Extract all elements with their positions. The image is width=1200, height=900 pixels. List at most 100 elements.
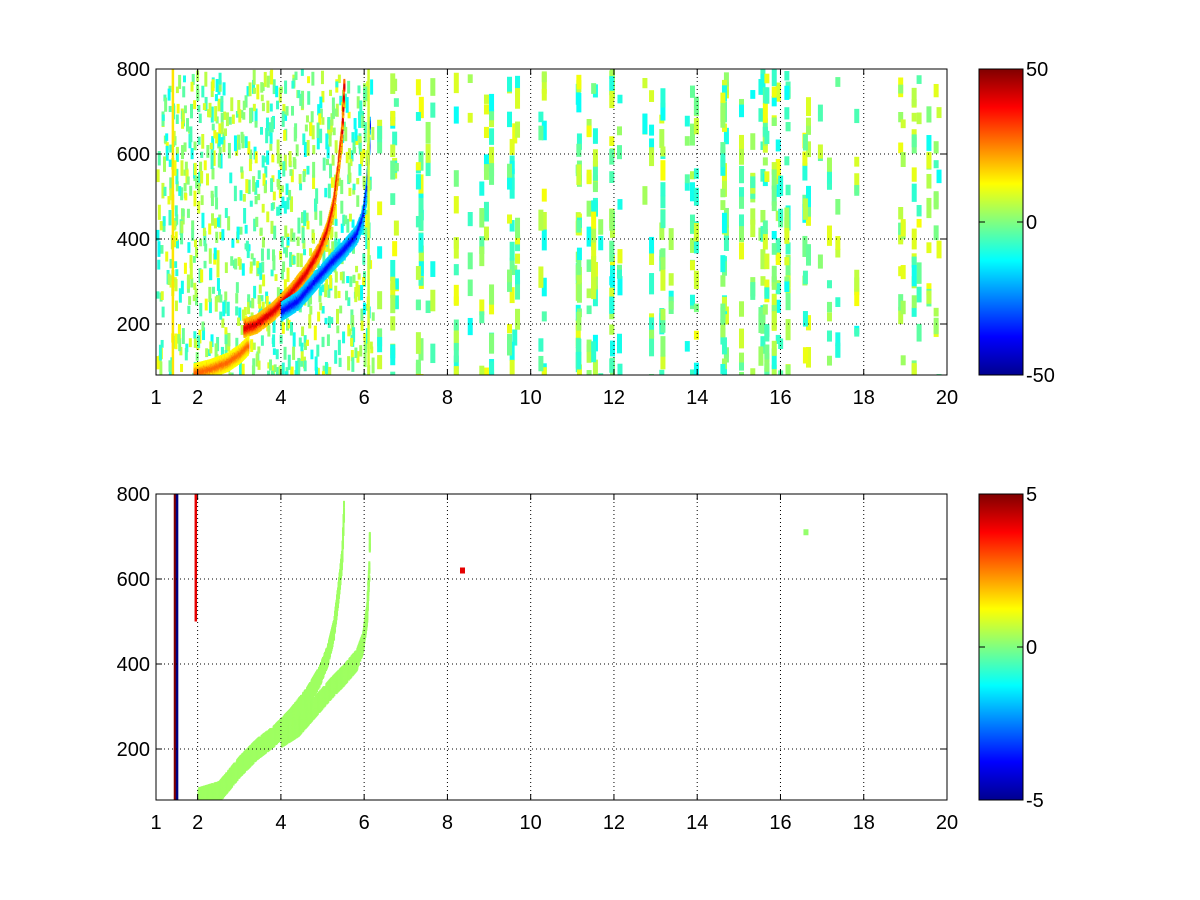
heatmap-cell xyxy=(275,349,279,360)
heatmap-cell xyxy=(199,238,203,247)
heatmap-cell xyxy=(330,226,334,237)
heatmap-cell xyxy=(349,158,353,167)
heatmap-cell xyxy=(347,297,351,306)
heatmap-cell xyxy=(216,295,220,303)
heatmap-cell xyxy=(660,315,666,333)
heatmap-cell xyxy=(415,373,421,375)
heatmap-cell xyxy=(390,259,396,282)
heatmap-cell xyxy=(326,144,330,159)
heatmap-cell xyxy=(262,173,266,186)
heatmap-cell xyxy=(936,169,942,184)
heatmap-cell xyxy=(189,263,193,280)
heatmap-cell xyxy=(335,190,338,195)
heatmap-cell xyxy=(187,242,191,253)
heatmap-cell xyxy=(720,275,726,287)
heatmap-cell xyxy=(916,262,922,284)
heatmap-cell xyxy=(659,222,665,240)
heatmap-cell xyxy=(609,240,615,262)
heatmap-cell xyxy=(172,130,176,142)
heatmap-cell xyxy=(771,293,777,312)
heatmap-cell xyxy=(346,218,350,233)
heatmap-cell xyxy=(339,153,342,158)
heatmap-cell xyxy=(911,295,917,309)
heatmap-cell xyxy=(219,231,223,240)
heatmap-cell xyxy=(282,261,286,272)
heatmap-cell xyxy=(586,305,592,315)
heatmap-cell xyxy=(764,324,770,342)
heatmap-cell xyxy=(197,136,201,145)
heatmap-cell xyxy=(805,141,811,158)
heatmap-cell xyxy=(316,344,320,357)
heatmap-cell xyxy=(245,179,249,194)
heatmap-cell xyxy=(206,144,210,158)
heatmap-cell xyxy=(541,71,547,83)
heatmap-cell xyxy=(286,318,290,331)
heatmap-cell xyxy=(642,78,648,89)
heatmap-cell xyxy=(296,252,300,267)
heatmap-cell xyxy=(760,73,766,95)
heatmap-cell xyxy=(370,346,374,354)
heatmap-cell xyxy=(165,251,169,262)
heatmap-cell xyxy=(319,286,323,296)
heatmap-cell xyxy=(362,253,366,265)
heatmap-cell xyxy=(693,330,699,340)
heatmap-cell xyxy=(334,108,338,117)
heatmap-cell xyxy=(369,260,373,269)
heatmap-cell xyxy=(649,124,655,136)
heatmap-cell xyxy=(453,284,459,305)
heatmap-cell xyxy=(425,144,431,163)
heatmap-cell xyxy=(175,114,179,124)
heatmap-cell xyxy=(224,330,228,345)
heatmap-cell xyxy=(762,157,768,166)
heatmap-cell xyxy=(211,213,215,226)
heatmap-cell xyxy=(302,171,306,183)
heatmap-cell xyxy=(739,220,745,242)
heatmap-cell xyxy=(167,88,171,101)
heatmap-cell xyxy=(802,347,808,364)
heatmap-cell xyxy=(739,301,745,317)
heatmap-cell xyxy=(515,121,521,138)
heatmap-cell xyxy=(515,280,521,300)
heatmap-cell xyxy=(933,191,939,210)
heatmap-cell xyxy=(223,128,227,136)
heatmap-cell xyxy=(163,156,167,172)
heatmap-cell xyxy=(363,352,367,368)
heatmap-cell xyxy=(900,355,906,366)
heatmap-cell xyxy=(775,158,781,179)
heatmap-cell xyxy=(272,334,276,348)
heatmap-cell xyxy=(365,234,369,250)
heatmap-cell xyxy=(249,267,253,274)
heatmap-cell xyxy=(750,133,756,150)
heatmap-cell xyxy=(660,209,666,229)
heatmap-cell xyxy=(330,317,334,324)
heatmap-cell xyxy=(169,275,173,288)
heatmap-cell xyxy=(239,226,243,235)
heatmap-cell xyxy=(750,219,756,238)
heatmap-cell xyxy=(237,100,241,114)
heatmap-cell xyxy=(184,347,188,361)
heatmap-cell xyxy=(247,298,251,315)
heatmap-cell xyxy=(303,249,307,256)
heatmap-cell xyxy=(684,182,690,191)
heatmap-cell xyxy=(242,100,246,111)
heatmap-cell xyxy=(327,116,331,130)
heatmap-cell xyxy=(483,94,489,104)
heatmap-cell xyxy=(898,207,904,220)
heatmap-cell xyxy=(180,363,184,373)
heatmap-cell xyxy=(217,133,221,147)
heatmap-cell xyxy=(176,241,180,249)
heatmap-cell xyxy=(512,123,518,144)
heatmap-cell xyxy=(243,208,247,224)
heatmap-cell xyxy=(241,363,245,375)
heatmap-cell xyxy=(418,338,424,351)
heatmap-cell xyxy=(216,336,220,352)
heatmap-cell xyxy=(693,96,699,116)
heatmap-cell xyxy=(263,184,267,194)
heatmap-cell xyxy=(415,266,421,280)
heatmap-cell xyxy=(592,128,598,144)
heatmap-cell xyxy=(598,219,604,235)
heatmap-cell xyxy=(249,107,253,124)
heatmap-cell xyxy=(248,82,252,97)
heatmap-cell xyxy=(805,122,811,135)
heatmap-cell xyxy=(313,198,317,212)
